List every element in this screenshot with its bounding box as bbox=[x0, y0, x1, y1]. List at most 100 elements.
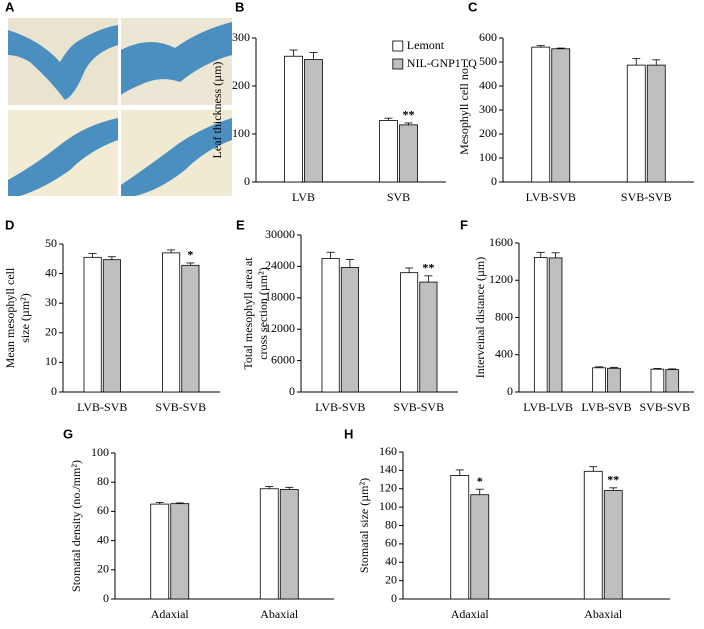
error-bar bbox=[285, 486, 294, 490]
bar bbox=[650, 368, 665, 393]
error-bar bbox=[556, 47, 565, 49]
y-axis-label: Total mesophyll area at bbox=[241, 257, 255, 370]
micrographs bbox=[8, 18, 232, 196]
y-axis-label: Leaf thickness (µm) bbox=[210, 62, 224, 159]
bar bbox=[279, 489, 299, 600]
y-tick-label: 0 bbox=[103, 591, 109, 605]
bar bbox=[548, 257, 563, 393]
y-tick-label: 80 bbox=[385, 517, 397, 531]
x-tick-label: SVB bbox=[387, 190, 410, 204]
y-tick-label: 600 bbox=[479, 30, 497, 44]
y-tick-label: 160 bbox=[379, 444, 397, 458]
error-bar bbox=[595, 366, 604, 368]
y-tick-label: 40 bbox=[97, 532, 109, 546]
bar bbox=[162, 252, 181, 393]
bar bbox=[399, 124, 418, 183]
error-bar bbox=[186, 262, 195, 266]
legend-swatch bbox=[392, 58, 404, 70]
error-bar bbox=[653, 368, 662, 370]
bar bbox=[551, 48, 571, 183]
y-axis-label: Interveinal distance (µm) bbox=[473, 257, 487, 379]
panel-label: E bbox=[236, 217, 245, 232]
x-tick-label: Adaxial bbox=[451, 607, 490, 621]
bar bbox=[304, 59, 323, 183]
y-tick-label: 140 bbox=[379, 462, 397, 476]
y-tick-label: 18000 bbox=[265, 290, 295, 304]
x-tick-label: LVB-SVB bbox=[77, 400, 127, 414]
tissue bbox=[8, 25, 118, 100]
bar bbox=[531, 46, 551, 183]
y-tick-label: 60 bbox=[97, 503, 109, 517]
bar bbox=[150, 503, 170, 600]
x-tick-label: LVB-SVB bbox=[315, 400, 365, 414]
error-bar bbox=[455, 469, 464, 476]
bar bbox=[170, 503, 190, 600]
y-tick-label: 800 bbox=[495, 309, 513, 323]
y-axis-label: Mean mesophyll cell bbox=[3, 267, 17, 368]
panel-label: H bbox=[344, 426, 353, 441]
error-bar bbox=[536, 45, 545, 48]
significance-label: ** bbox=[607, 473, 619, 487]
y-axis-label: cross section (µm²) bbox=[256, 267, 270, 360]
y-tick-label: 400 bbox=[479, 78, 497, 92]
y-tick-label: 400 bbox=[495, 347, 513, 361]
bar bbox=[400, 272, 419, 393]
y-tick-label: 200 bbox=[232, 78, 250, 92]
x-tick-label: SVB-SVB bbox=[155, 400, 206, 414]
bar bbox=[665, 369, 680, 393]
error-bar bbox=[175, 502, 184, 504]
panel-label: A bbox=[5, 0, 15, 14]
y-axis-label: Mesophyll cell no. bbox=[457, 65, 471, 155]
bar bbox=[607, 367, 621, 393]
error-bar bbox=[668, 368, 677, 370]
y-tick-label: 40 bbox=[385, 554, 397, 568]
bar bbox=[102, 259, 121, 393]
bar bbox=[419, 281, 438, 393]
y-tick-label: 20 bbox=[45, 325, 57, 339]
y-tick-label: 40 bbox=[45, 265, 57, 279]
bar bbox=[533, 257, 548, 393]
bar bbox=[259, 488, 279, 600]
y-tick-label: 10 bbox=[45, 354, 57, 368]
error-bar bbox=[609, 366, 618, 369]
error-bar bbox=[404, 122, 413, 125]
bar bbox=[340, 267, 359, 393]
significance-label: ** bbox=[403, 108, 415, 122]
error-bar bbox=[475, 488, 484, 495]
bar bbox=[470, 494, 490, 600]
x-tick-label: SVB-SVB bbox=[621, 190, 672, 204]
error-bar bbox=[289, 49, 298, 57]
y-tick-label: 60 bbox=[385, 536, 397, 550]
y-tick-label: 300 bbox=[479, 102, 497, 116]
error-bar bbox=[632, 58, 641, 66]
y-axis-label: Stomatal size (µm²) bbox=[357, 478, 371, 573]
y-tick-label: 50 bbox=[45, 236, 57, 250]
y-tick-label: 100 bbox=[232, 126, 250, 140]
error-bar bbox=[536, 251, 545, 258]
x-tick-label: LVB-SVB bbox=[526, 190, 576, 204]
y-tick-label: 30000 bbox=[265, 227, 295, 241]
error-bar bbox=[652, 59, 661, 66]
significance-label: * bbox=[187, 248, 193, 262]
panel-label: D bbox=[5, 217, 14, 232]
x-tick-label: Abaxial bbox=[584, 607, 623, 621]
error-bar bbox=[167, 249, 176, 253]
tissue bbox=[121, 22, 232, 95]
y-tick-label: 0 bbox=[51, 384, 57, 398]
error-bar bbox=[551, 252, 560, 258]
y-axis-label: size (µm²) bbox=[18, 293, 32, 343]
bar bbox=[379, 120, 398, 183]
y-tick-label: 30 bbox=[45, 295, 57, 309]
y-tick-label: 100 bbox=[379, 499, 397, 513]
bar bbox=[592, 367, 606, 393]
panel-label: C bbox=[468, 0, 478, 14]
bar bbox=[321, 258, 340, 393]
error-bar bbox=[326, 251, 335, 259]
y-tick-label: 100 bbox=[91, 445, 109, 459]
y-tick-label: 120 bbox=[379, 481, 397, 495]
y-tick-label: 300 bbox=[232, 30, 250, 44]
error-bar bbox=[384, 117, 393, 121]
error-bar bbox=[345, 259, 354, 268]
